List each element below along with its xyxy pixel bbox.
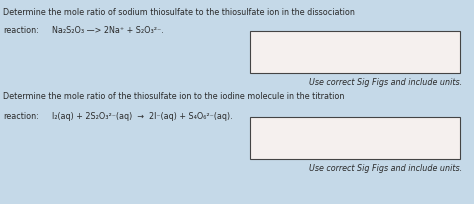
FancyBboxPatch shape: [250, 32, 460, 74]
Text: reaction:: reaction:: [3, 111, 39, 120]
Text: Determine the mole ratio of sodium thiosulfate to the thiosulfate ion in the dis: Determine the mole ratio of sodium thios…: [3, 8, 355, 17]
Text: reaction:: reaction:: [3, 26, 39, 35]
Text: Na₂S₂O₃ —> 2Na⁺ + S₂O₃²⁻.: Na₂S₂O₃ —> 2Na⁺ + S₂O₃²⁻.: [52, 26, 164, 35]
Text: I₂(aq) + 2S₂O₃²⁻(aq)  →  2I⁻(aq) + S₄O₆²⁻(aq).: I₂(aq) + 2S₂O₃²⁻(aq) → 2I⁻(aq) + S₄O₆²⁻(…: [52, 111, 233, 120]
FancyBboxPatch shape: [250, 118, 460, 159]
Text: Determine the mole ratio of the thiosulfate ion to the iodine molecule in the ti: Determine the mole ratio of the thiosulf…: [3, 92, 345, 101]
Text: Use correct Sig Figs and include units.: Use correct Sig Figs and include units.: [309, 78, 462, 86]
Text: Use correct Sig Figs and include units.: Use correct Sig Figs and include units.: [309, 163, 462, 172]
